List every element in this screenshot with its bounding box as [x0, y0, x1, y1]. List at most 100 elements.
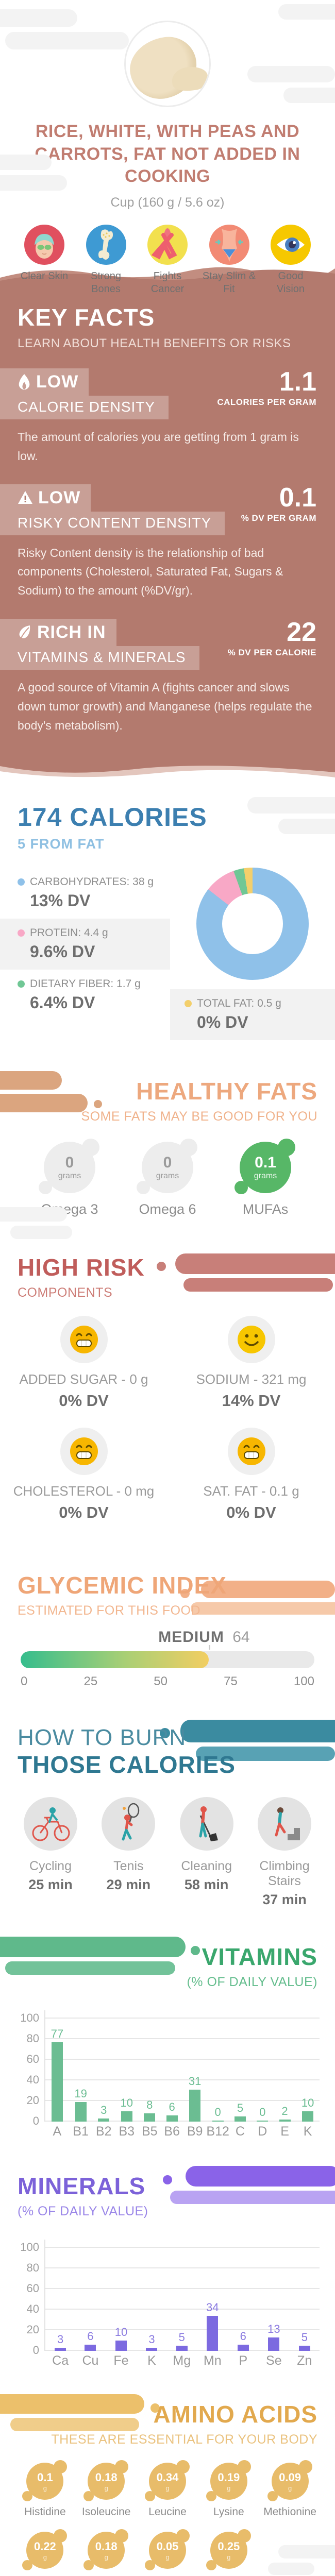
amino-acid-unit: g [165, 2484, 170, 2492]
macro-label: TOTAL FAT: 0.5 g [197, 997, 281, 1010]
fat-label: Omega 6 [139, 1201, 196, 1217]
amino-acid-label: Methionine [263, 2506, 316, 2518]
bar-column: 10 Fe [113, 2326, 128, 2368]
bar-column: 8 B5 [142, 2098, 158, 2139]
key-facts-subtitle: LEARN ABOUT HEALTH BENEFITS OR RISKS [18, 336, 291, 350]
amino-acid-item: 0.19 g Lysine [198, 2460, 259, 2518]
fact-value: 0.1 [279, 482, 316, 513]
fat-dot [185, 1000, 192, 1008]
macro-dv: 0% DV [197, 1013, 248, 1032]
amino-acid-unit: g [288, 2484, 292, 2492]
fact-calorie-density: LOW CALORIE DENSITY 1.1 CALORIES PER GRA… [0, 368, 335, 466]
benefit-clear-skin: Clear Skin [16, 224, 72, 296]
bar-value: 6 [87, 2330, 94, 2343]
fact-unit: % DV PER GRAM [241, 513, 316, 523]
y-axis-tick: 40 [26, 2073, 39, 2087]
bar-value: 10 [114, 2326, 128, 2339]
glycemic-bar [21, 1651, 314, 1669]
bar-value: 13 [267, 2323, 280, 2336]
macro-label: PROTEIN: 4.4 g [30, 927, 108, 939]
bar [298, 2346, 310, 2351]
activity-label: Tenis [113, 1859, 144, 1874]
amino-acid-blob: 0.25 g [206, 2529, 251, 2571]
minerals-bar-chart: 0 20 40 60 80 100 3 Ca 6 Cu 10 Fe 3 K 5 Mg 34 Mn 6 P 13 Se 5 Zn [15, 2236, 323, 2371]
fact-name: CALORIE DENSITY [0, 396, 169, 419]
glycemic-section: GLYCEMIC INDEX ESTIMATED FOR THIS FOOD M… [0, 1558, 335, 1709]
y-axis-tick: 60 [26, 2282, 39, 2295]
amino-acid-blob: 0.1 g [22, 2460, 68, 2502]
minerals-subtitle: (% OF DAILY VALUE) [18, 2204, 148, 2219]
glycemic-scale-label: 25 [83, 1674, 98, 1689]
x-axis-label: Mn [203, 2353, 222, 2368]
bar [257, 2121, 269, 2122]
amino-acid-label: Histidine [24, 2506, 66, 2518]
x-axis-label: Fe [113, 2353, 129, 2368]
amino-acid-label: Valine [198, 2575, 259, 2576]
amino-acid-unit: g [104, 2553, 108, 2561]
fat-value: 0 [163, 1154, 172, 1172]
bar [279, 2120, 291, 2122]
macro-total-fat: TOTAL FAT: 0.5 g 0% DV [170, 989, 335, 1041]
risk-dv: 0% DV [59, 1503, 109, 1522]
y-axis-tick: 0 [32, 2114, 39, 2128]
bar-column: 5 Mg [173, 2331, 191, 2368]
decorative-pills [0, 1937, 200, 1975]
amino-acid-label: Phenylalanine [14, 2575, 82, 2576]
amino-acid-blob: 0.19 g [206, 2460, 251, 2502]
macro-label: DIETARY FIBER: 1.7 g [30, 978, 141, 990]
x-axis-label: B5 [141, 2124, 158, 2139]
amino-acids-grid: 0.1 g Histidine 0.18 g Isoleucine 0.34 g Leucine… [0, 2460, 335, 2576]
header: RICE, WHITE, WITH PEAS AND CARROTS, FAT … [0, 0, 335, 295]
bar [121, 2111, 132, 2122]
fact-tag: RICH IN [37, 622, 106, 642]
cycling-icon [24, 1797, 77, 1851]
decorative-cloud [278, 4, 335, 20]
amino-acid-item: 0.05g Tryptophan [137, 2529, 198, 2576]
bar-column: 10 B3 [119, 2096, 135, 2139]
amino-acid-blob: 0.34 g [144, 2460, 190, 2502]
bar [237, 2345, 249, 2351]
amino-acid-label: Lysine [213, 2506, 244, 2518]
activity-cleaning: Cleaning 58 min [171, 1797, 243, 1908]
y-axis-tick: 100 [20, 2011, 39, 2025]
burn-title-bold: THOSE CALORIES [18, 1751, 236, 1778]
fat-value: 0 [65, 1154, 74, 1172]
fat-label: MUFAs [242, 1201, 289, 1217]
bar [51, 2042, 63, 2122]
glycemic-value: 64 [232, 1629, 250, 1646]
grin-emoji-icon [60, 1428, 108, 1476]
fights-cancer-icon [147, 224, 188, 265]
amino-acids-subtitle: THESE ARE ESSENTIAL FOR YOUR BODY [51, 2432, 317, 2447]
amino-acid-value: 0.34 [156, 2470, 179, 2484]
bar-value: 8 [146, 2098, 153, 2112]
decorative-cloud [0, 9, 129, 49]
decorative-pills [160, 1720, 335, 1761]
bar [212, 2121, 224, 2122]
amino-acid-label: Tryptophan [137, 2575, 198, 2576]
x-axis-label: P [239, 2353, 248, 2368]
decorative-cloud [268, 2545, 335, 2575]
risk-dv: 0% DV [59, 1392, 109, 1410]
amino-acid-item: 0.22g Phenylalanine [14, 2529, 82, 2576]
x-axis-label: D [258, 2124, 267, 2139]
risk-sat-fat: SAT. FAT - 0.1 g 0% DV [167, 1428, 335, 1522]
x-axis-label: Se [266, 2353, 282, 2368]
vitamins-section: VITAMINS (% OF DAILY VALUE) 0 20 40 60 80 100… [0, 1928, 335, 2158]
amino-acid-value: 0.1 [37, 2470, 53, 2484]
amino-acid-value: 0.19 [217, 2470, 240, 2484]
glycemic-scale-label: 75 [224, 1674, 238, 1689]
grin-emoji-icon [227, 1428, 275, 1476]
fact-risky-content: LOW RISKY CONTENT DENSITY 0.1 % DV PER G… [0, 484, 335, 600]
risk-label: SODIUM - 321 mg [196, 1371, 307, 1387]
fiber-dot [18, 980, 25, 988]
decorative-pills [0, 1071, 102, 1113]
smile-emoji-icon [227, 1316, 275, 1364]
calories-title: 174 CALORIES [18, 803, 207, 832]
bar-column: 5 Zn [297, 2331, 312, 2368]
x-axis-label: E [280, 2124, 289, 2139]
amino-acid-item: 0.09 g Methionine [259, 2460, 321, 2518]
vitamins-subtitle: (% OF DAILY VALUE) [187, 1975, 317, 1990]
benefit-fights-cancer: Fights Cancer [140, 224, 195, 296]
bar-column: 6 Cu [82, 2330, 98, 2368]
